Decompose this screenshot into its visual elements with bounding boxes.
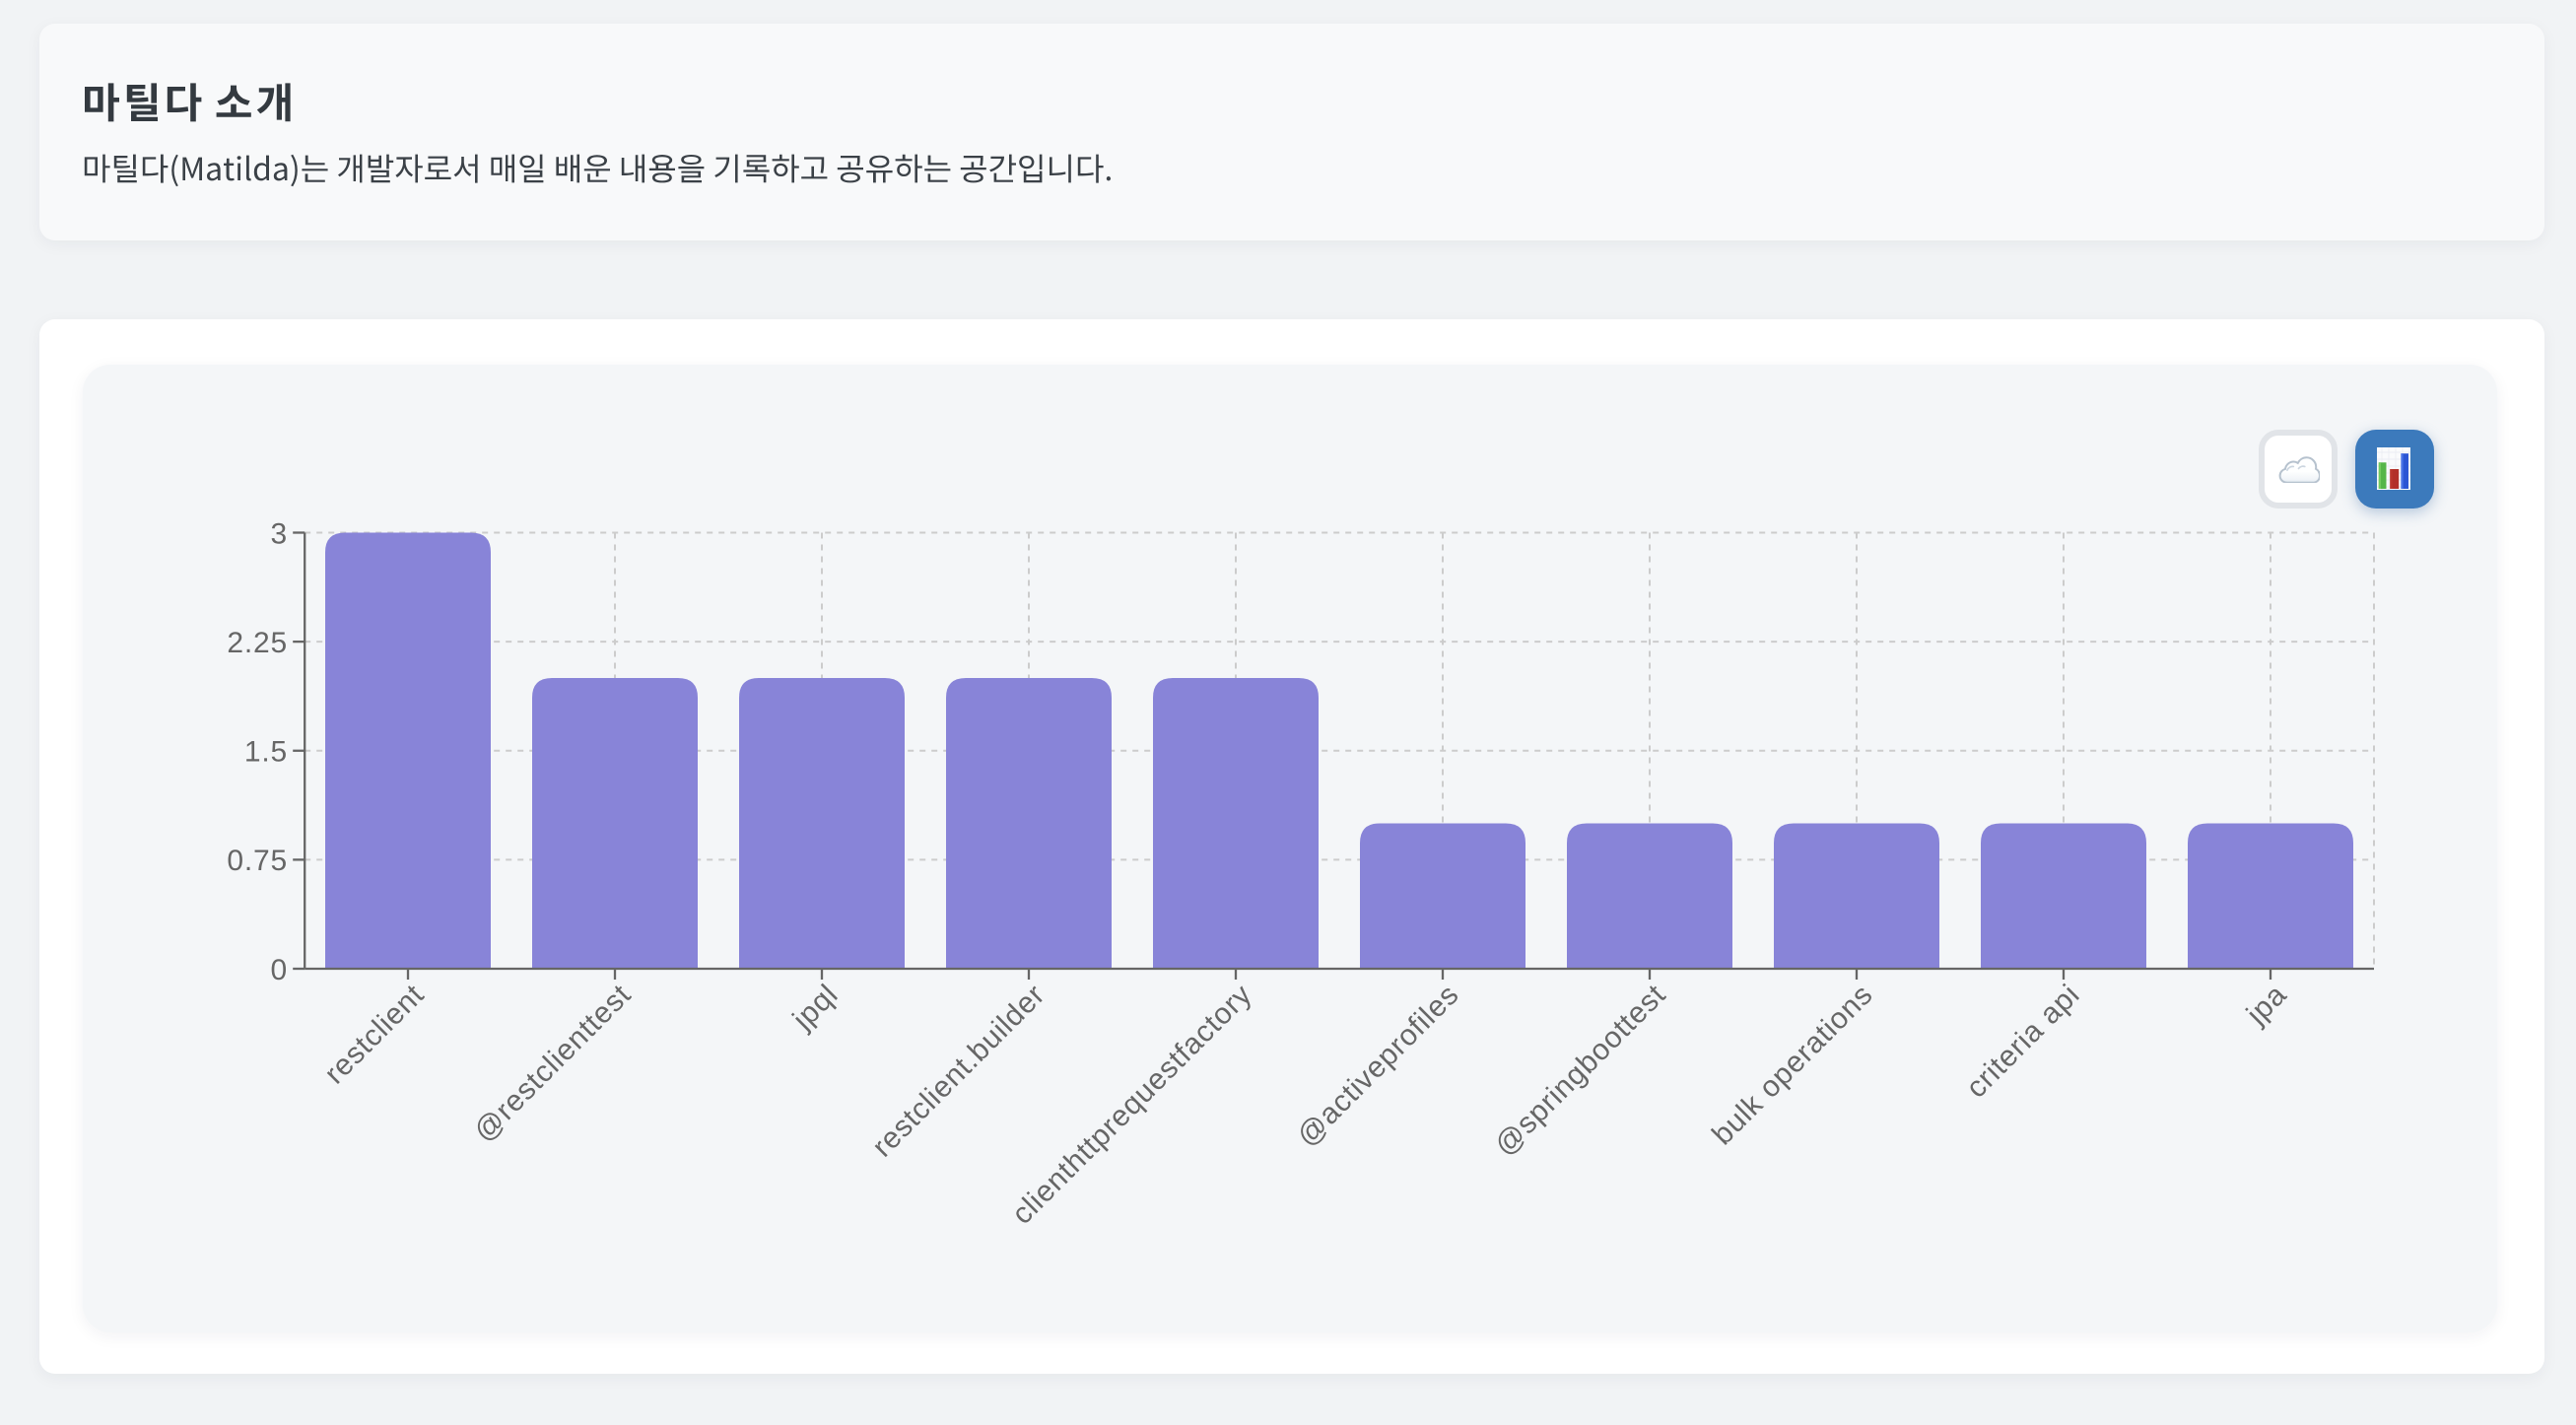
svg-text:0.75: 0.75 <box>227 844 288 876</box>
svg-text:2.25: 2.25 <box>227 626 288 658</box>
svg-text:@springboottest: @springboottest <box>1488 978 1672 1162</box>
svg-text:restclient.builder: restclient.builder <box>866 978 1051 1163</box>
svg-text:criteria api: criteria api <box>1960 978 2086 1104</box>
svg-text:restclient: restclient <box>318 978 431 1090</box>
svg-text:3: 3 <box>271 516 289 549</box>
svg-text:0: 0 <box>271 953 289 985</box>
svg-text:@restclienttest: @restclienttest <box>468 978 638 1147</box>
svg-text:@activeprofiles: @activeprofiles <box>1291 978 1465 1152</box>
svg-text:jpa: jpa <box>2240 978 2293 1031</box>
svg-text:jpql: jpql <box>786 978 845 1036</box>
svg-text:bulk operations: bulk operations <box>1706 978 1879 1151</box>
svg-text:clienthttprequestfactory: clienthttprequestfactory <box>1006 978 1258 1230</box>
svg-text:1.5: 1.5 <box>244 735 288 768</box>
